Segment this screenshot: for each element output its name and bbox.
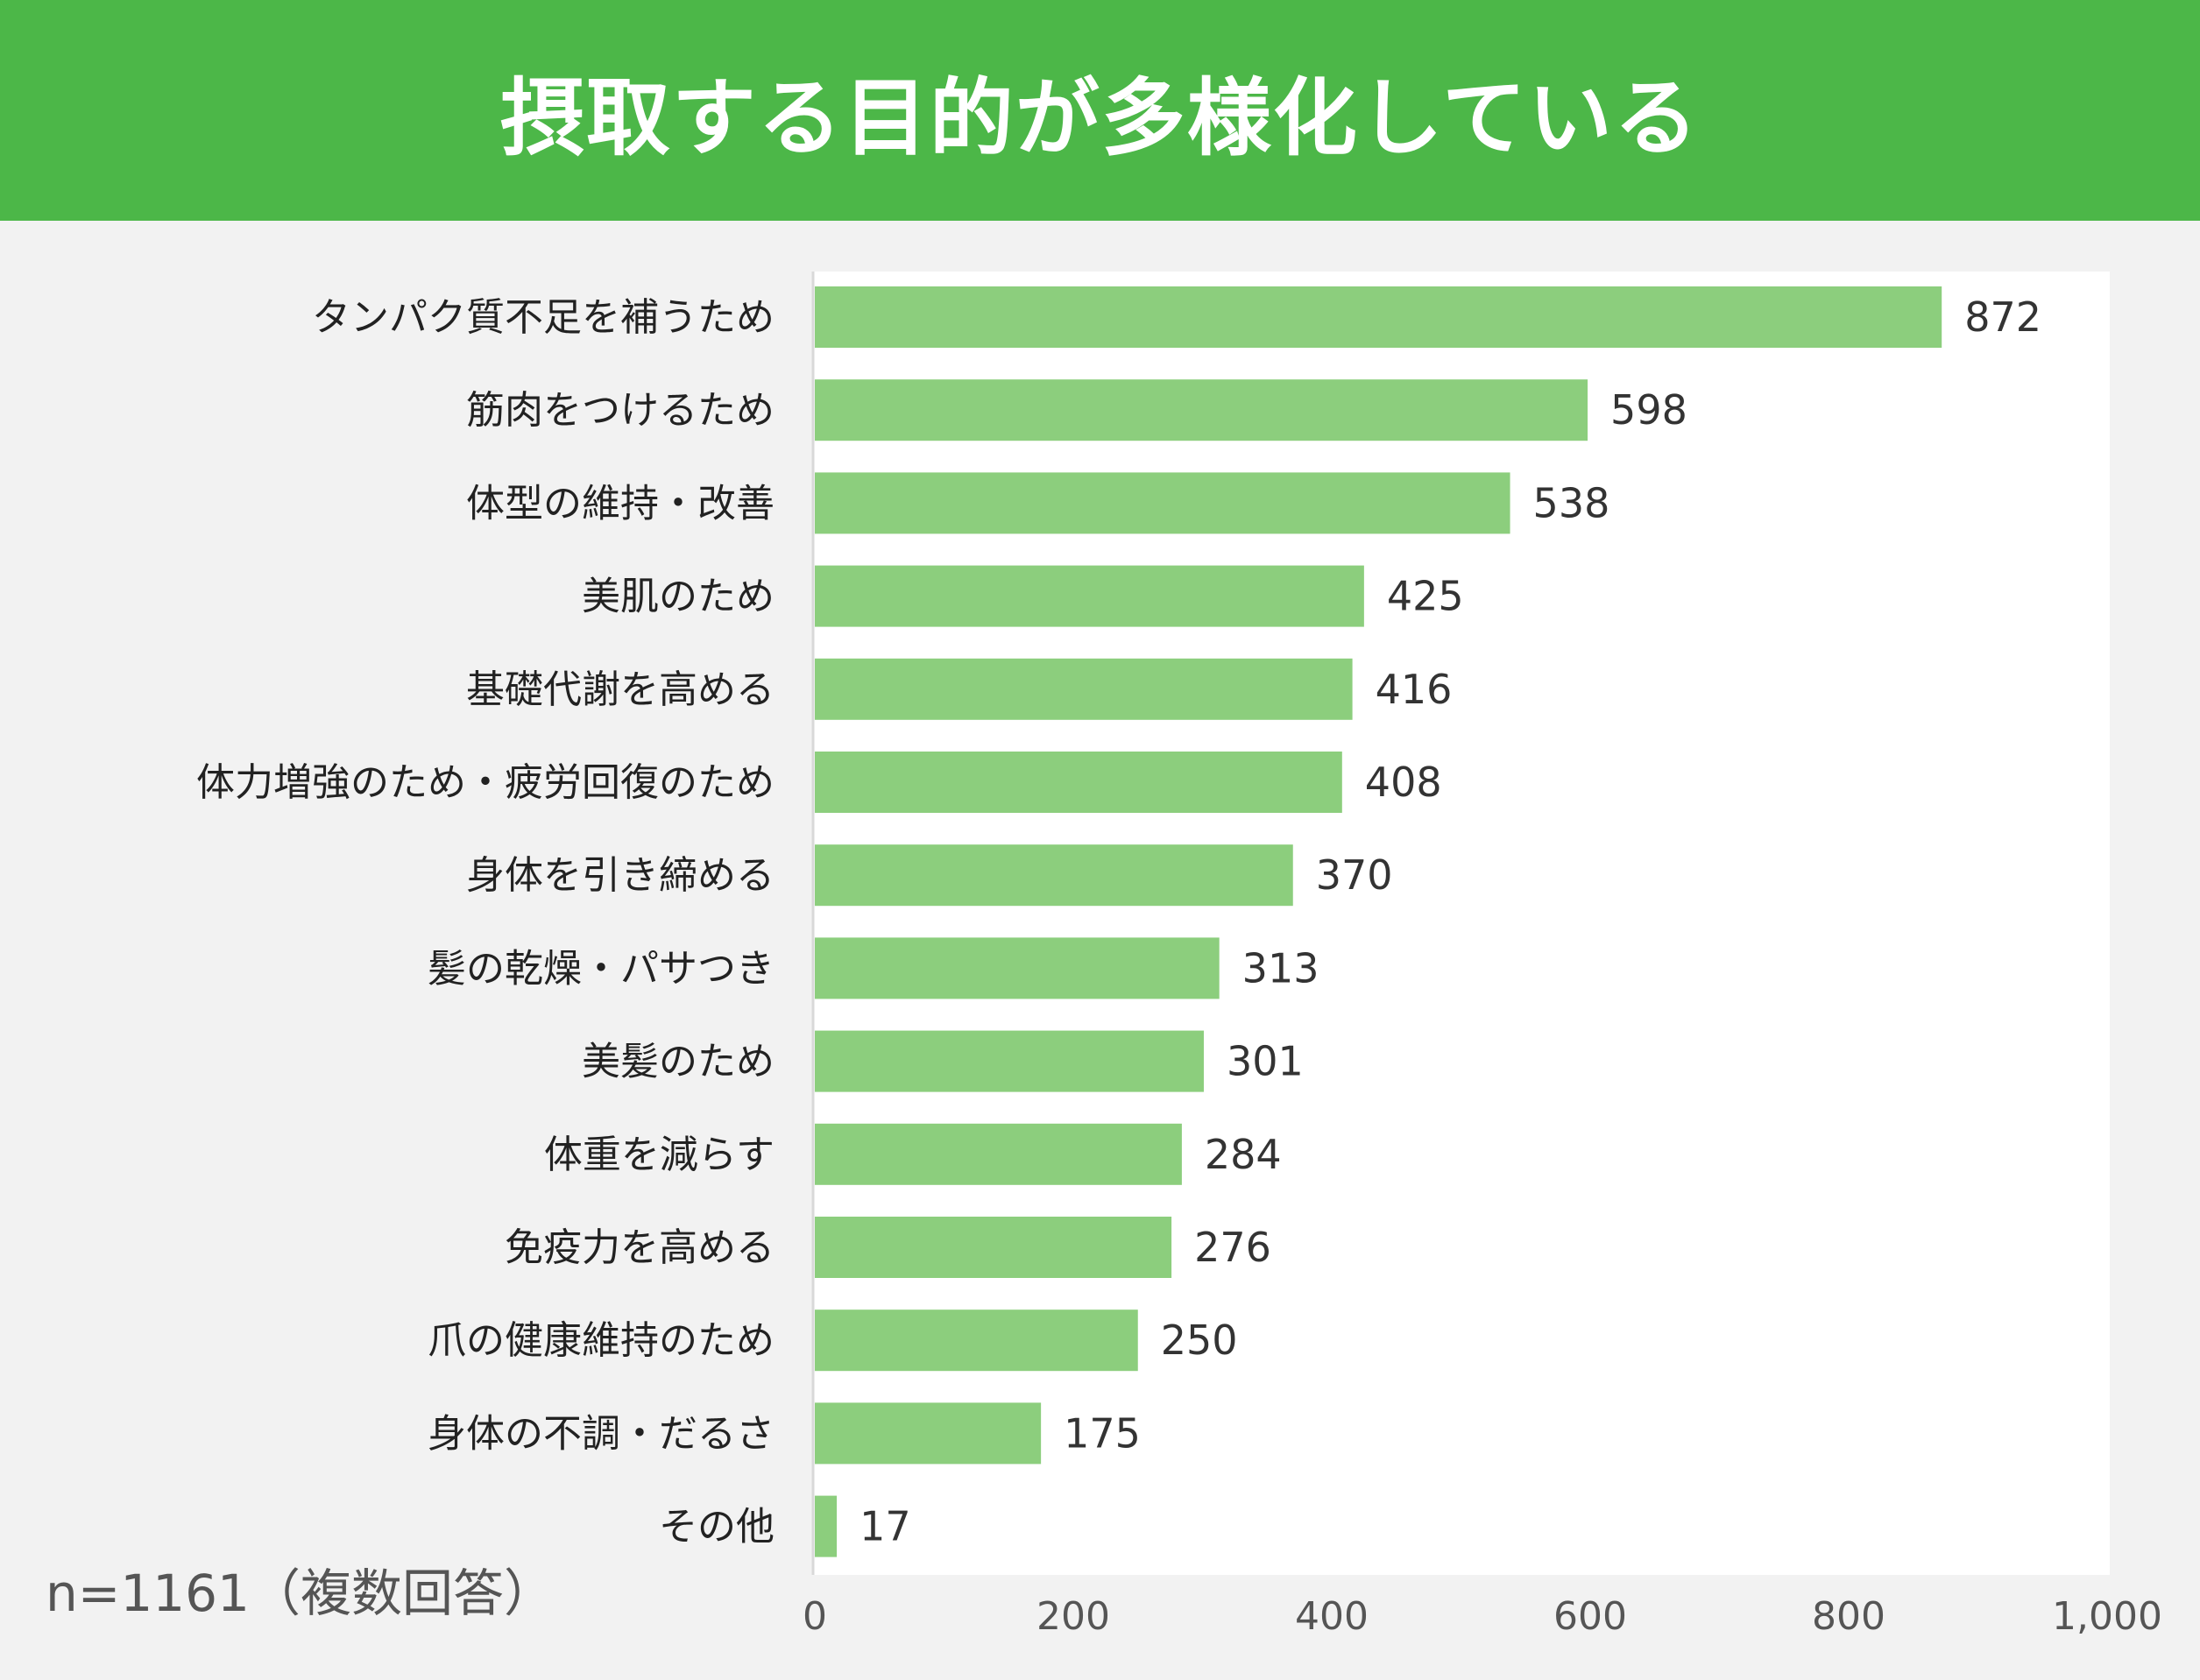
value-label-9: 284 xyxy=(1205,1131,1282,1178)
plot-area xyxy=(813,272,2110,1575)
sample-size-note: n=1161（複数回答） xyxy=(46,1564,555,1623)
value-label-1: 598 xyxy=(1610,386,1687,434)
x-tick-label-3: 600 xyxy=(1553,1594,1627,1639)
value-label-5: 408 xyxy=(1365,759,1442,806)
category-labels: タンパク質不足を補うため筋肉をつけるため体型の維持・改善美肌のため基礎代謝を高め… xyxy=(196,295,775,1549)
category-label-10: 免疫力を高める xyxy=(505,1225,775,1270)
value-label-4: 416 xyxy=(1376,666,1453,713)
bar-1 xyxy=(815,379,1588,441)
category-label-4: 基礎代謝を高める xyxy=(466,667,775,712)
bar-7 xyxy=(815,937,1220,999)
category-label-2: 体型の維持・改善 xyxy=(466,481,775,526)
value-label-10: 276 xyxy=(1194,1224,1271,1271)
bar-8 xyxy=(815,1030,1204,1092)
bar-10 xyxy=(815,1217,1172,1278)
x-tick-label-5: 1,000 xyxy=(2052,1594,2162,1639)
bar-13 xyxy=(815,1495,838,1557)
bar-5 xyxy=(815,752,1342,813)
bar-12 xyxy=(815,1402,1042,1465)
chart-header: 摂取する目的が多様化している xyxy=(0,0,2200,221)
category-label-13: その他 xyxy=(659,1505,775,1549)
value-label-6: 370 xyxy=(1316,851,1393,899)
category-label-5: 体力増強のため・疲労回復のため xyxy=(196,760,775,805)
bar-11 xyxy=(815,1309,1138,1372)
bar-9 xyxy=(815,1123,1182,1185)
bar-3 xyxy=(815,565,1364,627)
value-label-8: 301 xyxy=(1227,1038,1304,1085)
category-label-11: 爪の健康維持のため xyxy=(428,1318,775,1363)
bar-6 xyxy=(815,844,1293,907)
value-label-7: 313 xyxy=(1242,944,1319,992)
value-label-2: 538 xyxy=(1533,479,1610,526)
bars-group xyxy=(815,286,1942,1557)
bar-4 xyxy=(815,658,1353,720)
category-label-9: 体重を減らす xyxy=(544,1133,775,1177)
category-label-3: 美肌のため xyxy=(582,575,775,619)
value-label-13: 17 xyxy=(859,1503,911,1550)
x-tick-label-4: 800 xyxy=(1812,1594,1885,1639)
category-label-1: 筋肉をつけるため xyxy=(466,388,775,433)
value-label-0: 872 xyxy=(1964,293,2041,341)
value-label-11: 250 xyxy=(1161,1316,1238,1364)
category-label-7: 髪の乾燥・パサつき xyxy=(428,946,775,991)
category-label-6: 身体を引き締める xyxy=(466,853,775,898)
bar-2 xyxy=(815,472,1510,534)
chart-title: 摂取する目的が多様化している xyxy=(499,68,1701,167)
category-label-12: 身体の不調・だるさ xyxy=(428,1411,775,1456)
bar-0 xyxy=(815,286,1942,348)
x-tick-label-1: 200 xyxy=(1036,1594,1110,1639)
category-label-0: タンパク質不足を補うため xyxy=(312,295,775,340)
x-axis-ticks: 0 200 400 600 800 1,000 xyxy=(803,1594,2162,1639)
value-label-3: 425 xyxy=(1387,573,1464,620)
x-tick-label-0: 0 xyxy=(803,1594,827,1639)
x-tick-label-2: 400 xyxy=(1295,1594,1369,1639)
category-label-8: 美髪のため xyxy=(582,1040,775,1084)
value-label-12: 175 xyxy=(1064,1409,1141,1457)
